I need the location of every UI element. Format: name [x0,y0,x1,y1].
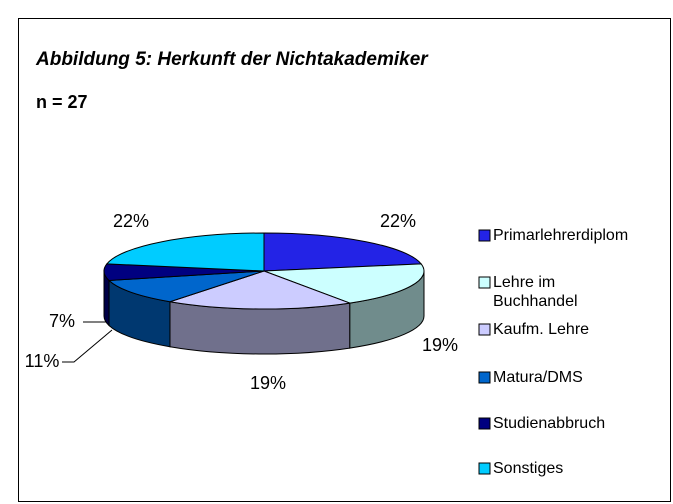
legend-swatch [478,462,491,475]
legend-swatch [478,371,491,384]
data-label: 19% [422,335,458,355]
legend-swatch [478,229,491,242]
data-label: 7% [49,311,75,331]
legend-swatch [478,417,491,430]
legend-label: Sonstiges [493,460,563,477]
leader-line [62,329,113,363]
legend-label: Kaufm. Lehre [493,321,589,338]
legend-label: Studienabbruch [493,415,605,432]
pie-slice [107,270,265,303]
chart-subtitle: n = 27 [36,92,88,112]
pie-slice-side [169,301,351,355]
chart-title: Abbildung 5: Herkunft der Nichtakademike… [35,49,429,70]
data-label: 22% [113,211,149,231]
pie-slice [169,270,352,310]
pie-slice [263,263,425,304]
data-label: 11% [25,351,60,371]
pie-slice [263,232,423,272]
data-label: 19% [250,373,286,393]
legend-label: Lehre im Buchhandel [493,274,578,310]
pie [103,232,425,355]
legend-label: Primarlehrerdiplom [493,227,628,244]
pie-slice [105,232,265,272]
legend-swatch [478,276,491,289]
data-label: 22% [380,211,416,231]
legend-label: Matura/DMS [493,369,583,386]
legend-swatch [478,323,491,336]
